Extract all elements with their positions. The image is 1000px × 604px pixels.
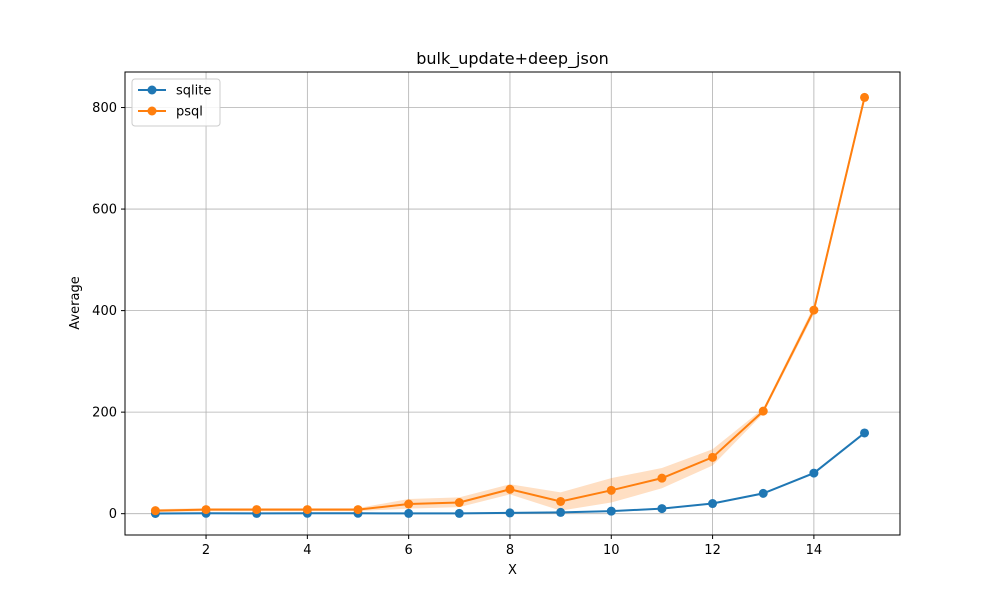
data-point-sqlite <box>758 488 768 498</box>
data-point-sqlite <box>606 506 616 516</box>
data-point-sqlite <box>708 499 718 509</box>
y-tick-label: 800 <box>92 101 117 116</box>
data-point-sqlite <box>657 504 667 514</box>
data-point-psql <box>556 496 566 506</box>
data-point-sqlite <box>809 468 819 478</box>
data-point-psql <box>860 92 870 102</box>
x-tick-label: 2 <box>202 543 210 558</box>
data-point-sqlite <box>556 507 566 517</box>
series-markers <box>150 92 870 518</box>
x-tick-label: 12 <box>704 543 721 558</box>
legend-marker-sqlite <box>147 85 157 95</box>
data-point-psql <box>302 505 312 515</box>
data-point-psql <box>657 473 667 483</box>
chart-title: bulk_update+deep_json <box>416 49 609 69</box>
y-tick-label: 0 <box>109 507 117 522</box>
data-point-psql <box>809 305 819 315</box>
data-point-psql <box>150 506 160 516</box>
x-tick-label: 6 <box>405 543 413 558</box>
data-point-sqlite <box>404 508 414 518</box>
data-point-psql <box>353 505 363 515</box>
legend-label-psql: psql <box>176 105 203 120</box>
x-tick-label: 4 <box>303 543 311 558</box>
x-axis-label: X <box>508 563 517 578</box>
legend-label-sqlite: sqlite <box>176 84 211 99</box>
plot-frame <box>124 71 901 536</box>
axis-ticks: 2 4 6 8 10 12 14 0 200 400 600 800 <box>92 101 822 558</box>
data-point-psql <box>505 484 515 494</box>
y-axis-label: Average <box>68 276 83 329</box>
data-point-psql <box>758 406 768 416</box>
y-tick-label: 600 <box>92 203 117 218</box>
data-point-psql <box>708 452 718 462</box>
data-point-sqlite <box>454 508 464 518</box>
legend-marker-psql <box>147 106 157 116</box>
data-point-psql <box>201 505 211 515</box>
x-tick-label: 14 <box>806 543 823 558</box>
legend: sqlite psql <box>131 78 221 127</box>
y-tick-label: 200 <box>92 406 117 421</box>
data-point-psql <box>252 505 262 515</box>
x-tick-label: 10 <box>603 543 620 558</box>
data-point-psql <box>404 499 414 509</box>
data-point-psql <box>606 485 616 495</box>
data-point-psql <box>454 498 464 508</box>
x-tick-label: 8 <box>506 543 514 558</box>
y-tick-label: 400 <box>92 304 117 319</box>
data-point-sqlite <box>505 508 515 518</box>
data-point-sqlite <box>860 428 870 438</box>
